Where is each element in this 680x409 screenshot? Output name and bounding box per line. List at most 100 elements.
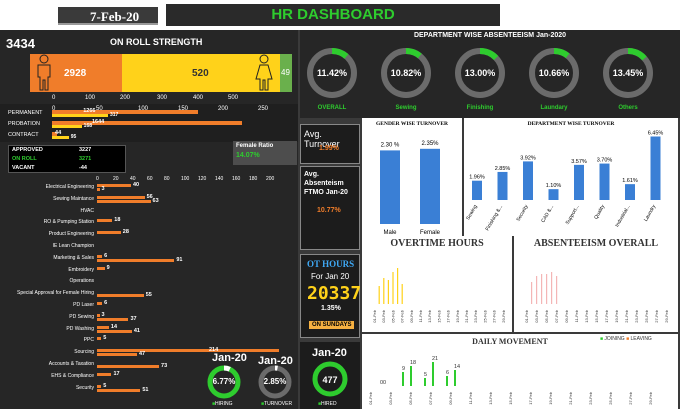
donut-fill [307,48,357,98]
absent-date: 13-Feb [584,309,589,322]
female-ratio-box: Female Ratio 14.07% [233,141,297,165]
dept-turnover-bar [523,161,533,200]
dept-bar-a [97,195,145,199]
dept-turnover-category: Support... [565,204,581,226]
dept-label: HVAC [80,207,94,214]
turnover-month: Jan-20 [258,355,293,367]
dept-absent-donuts: 11.42% OVERALL 10.82% Sewing 13.00% Finishing… [300,44,680,118]
dept-label: Sewing Maintance [53,195,94,202]
donut-fill [603,48,653,98]
dept-label: Marketing & Sales [53,254,94,261]
category-value-a: 44 [55,130,62,136]
on-roll-axis: 0 100 200 300 400 500 [0,95,298,103]
category-bar-b [52,136,69,139]
donut-fill [455,48,505,98]
dept-turnover-category: Laundry [643,204,657,223]
dept-bar-a [97,325,109,329]
daily-label: 21 [432,356,438,362]
axis-tick: 0 [52,95,56,101]
daily-date: 01-Feb [368,391,373,404]
absent-date: 11-Feb [574,309,579,322]
dept-bar-b [97,329,132,333]
approval-label: ON ROLL [12,156,37,162]
dept-absent-panel [300,30,680,118]
header-date-text: 7-Feb-20 [90,9,140,24]
dept-turnover-bar [650,136,661,200]
absent-bar [531,282,533,304]
ot-month: For Jan 20 [311,272,350,281]
donut-label: OVERALL [317,105,347,111]
overtime-date: 25-Feb [482,309,487,322]
axis-tick: 100 [181,176,190,182]
daily-date: 07-Feb [428,391,433,404]
header-title-box [166,4,500,26]
overtime-date: 05-Feb [390,309,395,322]
axis-tick: 160 [232,176,241,182]
dept-label: PD Sewing [69,313,94,320]
absent-date: 15-Feb [594,309,599,322]
dept-turnover-label: 3.92% [520,155,536,161]
absent-date: 17-Feb [604,309,609,322]
daily-date: 05-Feb [408,391,413,404]
turnover-legend-label: TURNOVER [264,401,293,407]
dept-value-a: 6 [104,300,108,306]
overtime-bar [387,280,389,304]
overtime-bar [378,286,380,304]
hiring-donut [207,365,241,399]
dept-turnover-category: Quality [593,204,606,221]
axis-tick: 40 [130,176,136,182]
daily-date: 15-Feb [508,391,513,404]
daily-join-bar [424,378,426,386]
absent-overall-chart: 01-Feb 03-Feb 05-Feb 07-Feb 09-Feb 11-Feb 13-F… [524,272,669,323]
dept-turnover-category: Sewing [465,204,479,221]
dept-turnover-category: Security [516,204,530,223]
on-roll-title: ON ROLL STRENGTH [110,37,203,47]
dept-label: Accounts & Taxation [48,361,94,367]
daily-label: 00 [380,380,386,386]
absent-date: 01-Feb [524,309,529,322]
axis-tick: 120 [198,176,207,182]
dept-turnover-label: 3.57% [571,159,587,165]
approval-label: APPROVED [12,147,43,153]
category-value-a: 1266 [83,108,96,114]
category-value-b: 317 [110,112,119,118]
dept-turnover-bar [472,180,482,200]
dept-bar-a [97,231,121,235]
gender-bar-label: 2.30 % [381,142,400,148]
dept-turnover-label: 6.45% [648,130,664,136]
hiring-legend-label: HIRING [215,401,233,407]
ot-value: 20337 [307,283,362,304]
dept-turnover-chart: 1.96% Sewing 2.85% Finishing &... 3.92% Secur… [465,130,664,232]
daily-date: 17-Feb [528,391,533,404]
dept-turnover-label: 2.85% [495,166,511,172]
gender-bar [380,150,400,224]
daily-label: 5 [424,372,427,378]
hiring-month: Jan-20 [212,352,247,364]
axis-tick: 200 [120,95,131,101]
hired-box: Jan-20 477 ■HIRED [300,342,360,409]
dept-label: EHS & Compliance [51,372,94,379]
avg-absent-label: Avg. Absenteism FTMO Jan-20 [304,171,348,196]
daily-date: 11-Feb [468,391,473,404]
axis-tick: 80 [164,176,170,182]
turnover-value: 2.85% [263,377,287,386]
overtime-date: 01-Feb [372,309,377,322]
donut-value: 10.82% [390,68,422,78]
donut-fill [529,48,579,98]
dept-label: Product Engineering [48,231,94,238]
axis-tick: 180 [249,176,258,182]
avg-turnover-label: Avg. Turnover [304,129,340,149]
dept-value-b: 63 [152,197,159,204]
hiring-value: 6.77% [212,377,236,386]
dept-value-b: 47 [138,351,146,358]
axis-tick: 250 [258,106,269,112]
overtime-date: 07-Feb [400,309,405,322]
dept-bar-b [97,258,175,262]
daily-panel [362,334,678,409]
category-value-a: 1644 [92,119,105,125]
on-roll-male-value: 2928 [64,68,87,79]
overtime-date: 23-Feb [473,309,478,322]
dept-turnover-label: 3.70% [597,158,613,164]
overtime-date: 09-Feb [409,309,414,322]
hired-month: Jan-20 [312,347,347,359]
